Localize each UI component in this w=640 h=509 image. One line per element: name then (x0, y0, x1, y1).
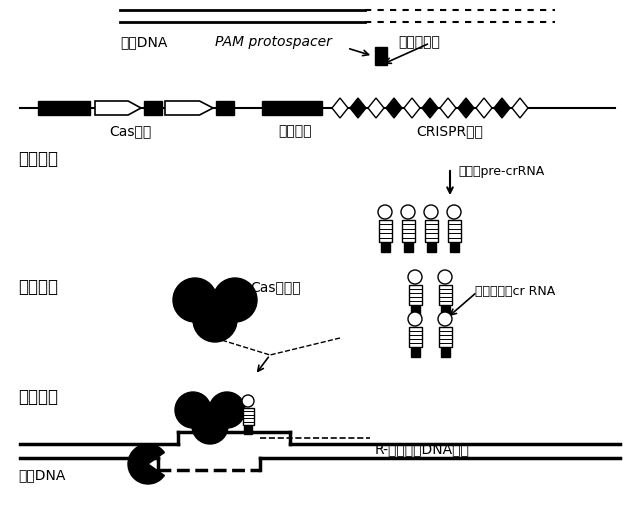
Bar (408, 285, 422, 305)
Wedge shape (128, 444, 164, 484)
Text: 转录成pre-crRNA: 转录成pre-crRNA (458, 165, 544, 178)
Text: R-环形成，DNA切割: R-环形成，DNA切割 (375, 442, 470, 456)
Text: 表达阶段: 表达阶段 (18, 278, 58, 296)
Circle shape (209, 392, 245, 428)
Circle shape (438, 270, 452, 284)
Bar (378, 220, 392, 242)
Bar (438, 285, 451, 305)
Circle shape (408, 312, 422, 326)
Bar (410, 306, 419, 315)
Circle shape (438, 312, 452, 326)
Polygon shape (458, 98, 474, 118)
Text: 适应阶段: 适应阶段 (18, 150, 58, 168)
Text: 引导序列: 引导序列 (278, 124, 312, 138)
Circle shape (447, 205, 461, 219)
Bar (144, 101, 162, 115)
Text: 新间隔序列: 新间隔序列 (398, 35, 440, 49)
Bar (243, 408, 253, 425)
Circle shape (401, 205, 415, 219)
Circle shape (408, 270, 422, 284)
Bar (440, 348, 449, 357)
Circle shape (378, 205, 392, 219)
Polygon shape (350, 98, 366, 118)
Text: 外源DNA: 外源DNA (120, 35, 168, 49)
Polygon shape (368, 98, 384, 118)
Polygon shape (165, 101, 213, 115)
Text: PAM protospacer: PAM protospacer (215, 35, 332, 49)
Circle shape (192, 408, 228, 444)
Polygon shape (404, 98, 420, 118)
Bar (447, 220, 461, 242)
Bar (216, 101, 234, 115)
Bar (408, 327, 422, 347)
Bar (424, 220, 438, 242)
Text: Cas复合物: Cas复合物 (250, 280, 301, 294)
Polygon shape (440, 98, 456, 118)
Bar (438, 327, 451, 347)
Polygon shape (494, 98, 510, 118)
Circle shape (175, 392, 211, 428)
Bar (403, 243, 413, 252)
Polygon shape (422, 98, 438, 118)
Bar (440, 306, 449, 315)
Text: CRISPR序列: CRISPR序列 (417, 124, 483, 138)
Bar (401, 220, 415, 242)
Circle shape (213, 278, 257, 322)
Circle shape (242, 395, 254, 407)
Text: 外源DNA: 外源DNA (18, 468, 65, 482)
Bar (375, 47, 387, 65)
Polygon shape (476, 98, 492, 118)
Text: 干扰阶段: 干扰阶段 (18, 388, 58, 406)
Bar (262, 101, 322, 115)
Text: 加工成成熟cr RNA: 加工成成熟cr RNA (475, 285, 556, 298)
Polygon shape (386, 98, 402, 118)
Bar (381, 243, 390, 252)
Circle shape (424, 205, 438, 219)
Polygon shape (95, 101, 141, 115)
Circle shape (173, 278, 217, 322)
Bar (38, 101, 90, 115)
Bar (410, 348, 419, 357)
Polygon shape (512, 98, 528, 118)
Circle shape (193, 298, 237, 342)
Bar (426, 243, 435, 252)
Polygon shape (332, 98, 348, 118)
Bar (244, 426, 252, 434)
Text: Cas基因: Cas基因 (109, 124, 151, 138)
Bar (449, 243, 458, 252)
